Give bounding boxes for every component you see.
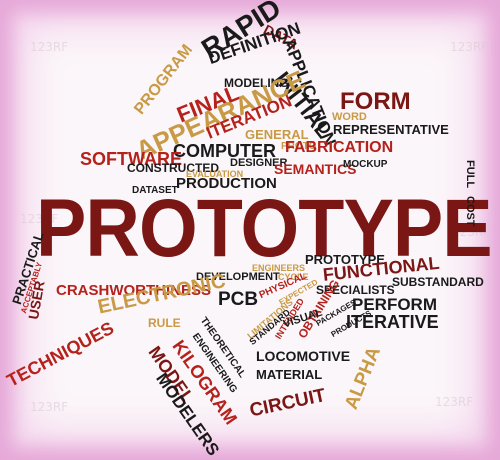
word-modeling: MODELING: [224, 76, 289, 90]
word-fabrication: FABRICATION: [285, 139, 394, 156]
word-representative: REPRESENTATIVE: [333, 122, 449, 137]
word-circuit: CIRCUIT: [247, 384, 328, 422]
word-engineers: ENGINEERS: [252, 263, 306, 273]
word-development: DEVELOPMENT: [196, 271, 280, 283]
word-general: GENERAL: [245, 127, 309, 142]
word-word: WORD: [332, 111, 367, 123]
word-crashworthiness: CRASHWORTHINESS: [56, 282, 212, 299]
word-proto: PROTO: [281, 141, 317, 152]
word-pcb: PCB: [218, 289, 259, 310]
word-electronic: ELECTRONIC: [95, 269, 228, 319]
word-prototype-small: PROTOTYPE: [305, 252, 385, 267]
word-prototype-main: PROTOTYPE: [36, 183, 493, 274]
word-full: FULL: [464, 160, 476, 189]
watermark: 123RF: [30, 400, 69, 414]
word-material: MATERIAL: [256, 367, 323, 382]
word-substandard: SUBSTANDARD: [392, 275, 484, 289]
word-techniques: TECHNIQUES: [3, 317, 118, 391]
word-designer: DESIGNER: [230, 157, 288, 169]
word-constructed: CONSTRUCTED: [127, 161, 219, 175]
word-mockup: MOCKUP: [343, 159, 388, 170]
watermark: 123RF: [20, 212, 59, 226]
word-software: SOFTWARE: [80, 149, 182, 169]
word-rule: RULE: [148, 316, 181, 330]
word-locomotive: LOCOMOTIVE: [256, 348, 351, 364]
word-semantics: SEMANTICS: [274, 161, 357, 177]
word-cost: COST: [464, 196, 476, 227]
word-form: FORM: [340, 88, 411, 115]
word-computer: COMPUTER: [173, 141, 276, 161]
watermark: 123RF: [30, 40, 69, 54]
word-dataset: DATASET: [132, 185, 178, 196]
watermark: 123RF: [452, 225, 491, 239]
watermark: 123RF: [435, 395, 474, 409]
word-iterative: ITERATIVE: [346, 312, 439, 332]
word-evaluation: EVALUATION: [186, 169, 244, 179]
word-perform: PERFORM: [352, 295, 437, 314]
word-cycle: CYCLE: [278, 272, 309, 282]
word-specialists: SPECIALISTS: [316, 283, 395, 297]
word-production: PRODUCTION: [176, 175, 277, 192]
watermark: 123RF: [450, 40, 489, 54]
